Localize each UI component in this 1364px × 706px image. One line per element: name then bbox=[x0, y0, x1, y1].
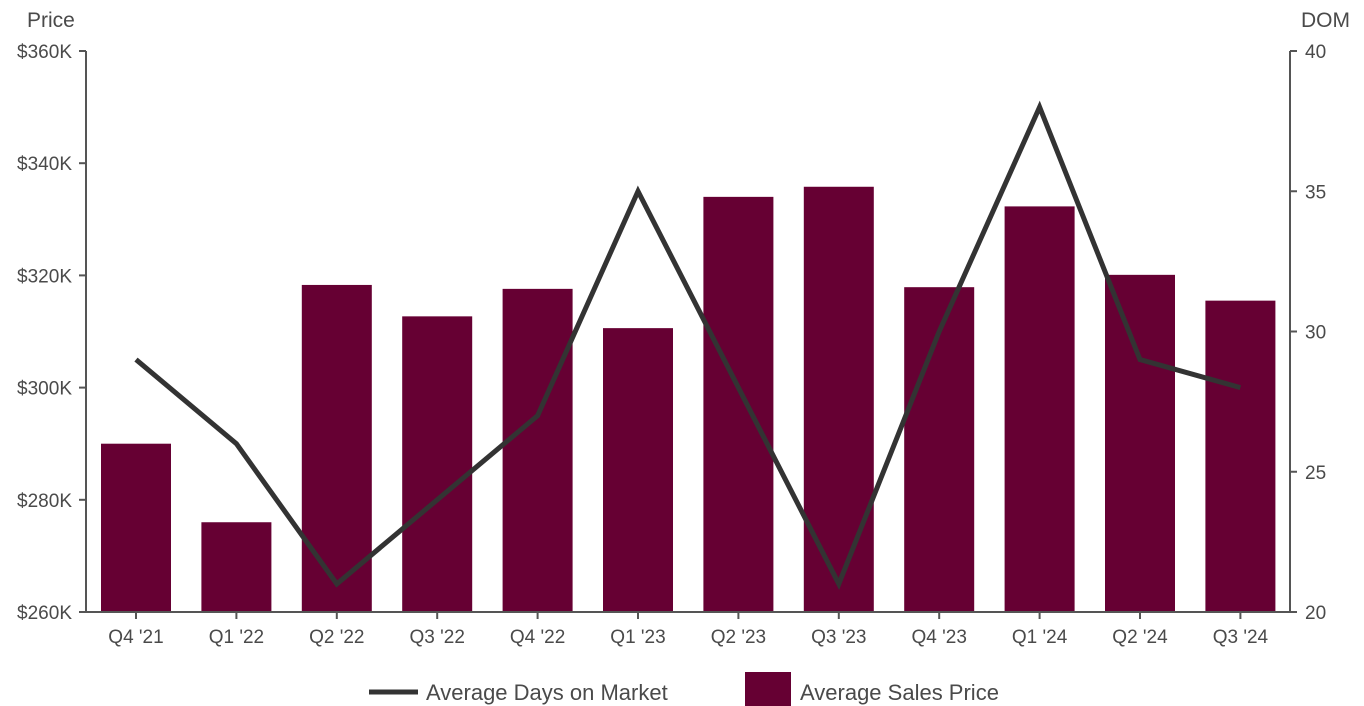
left-tick-label: $340K bbox=[17, 154, 72, 175]
left-tick-label: $320K bbox=[17, 266, 72, 287]
left-tick-label: $280K bbox=[17, 491, 72, 512]
x-tick-label: Q2 '24 bbox=[1112, 627, 1168, 648]
bar-10 bbox=[1004, 206, 1075, 612]
left-axis-title: Price bbox=[27, 9, 75, 32]
right-tick-label: 25 bbox=[1305, 463, 1326, 484]
right-tick-label: 40 bbox=[1305, 42, 1326, 63]
dom-line bbox=[134, 100, 1242, 590]
bar-11 bbox=[1105, 274, 1175, 612]
x-tick-label: Q3 '22 bbox=[410, 627, 465, 648]
bar-6 bbox=[603, 328, 673, 612]
bar-12 bbox=[1205, 300, 1276, 612]
axes-layer: $260K $280K $300K $320K $340K $360K 20 25 30 35 40… bbox=[17, 42, 1326, 648]
bar-4 bbox=[402, 316, 473, 612]
x-tick-label: Q1 '23 bbox=[610, 627, 665, 648]
bar-1 bbox=[101, 443, 171, 612]
x-tick-label: Q2 '22 bbox=[309, 627, 364, 648]
bar-2 bbox=[201, 522, 272, 612]
legend-bar-swatch bbox=[745, 672, 791, 706]
right-tick-label: 35 bbox=[1305, 182, 1326, 203]
x-tick-label: Q3 '23 bbox=[811, 627, 866, 648]
right-axis-title: DOM bbox=[1301, 9, 1350, 32]
x-tick-label: Q1 '24 bbox=[1012, 627, 1068, 648]
bar-5 bbox=[502, 288, 573, 612]
left-tick-label: $300K bbox=[17, 379, 72, 400]
bar-7 bbox=[703, 196, 774, 613]
x-tick-label: Q3 '24 bbox=[1213, 627, 1269, 648]
x-tick-label: Q2 '23 bbox=[711, 627, 766, 648]
x-tick-label: Q4 '22 bbox=[510, 627, 565, 648]
right-tick-label: 20 bbox=[1305, 603, 1326, 624]
x-tick-label: Q4 '23 bbox=[912, 627, 967, 648]
right-tick-label: 30 bbox=[1305, 323, 1326, 344]
x-tick-label: Q4 '21 bbox=[108, 627, 163, 648]
left-tick-label: $360K bbox=[17, 42, 72, 63]
x-tick-label: Q1 '22 bbox=[209, 627, 264, 648]
bar-3 bbox=[301, 284, 372, 612]
legend: Average Days on Market Average Sales Pri… bbox=[369, 672, 999, 706]
bar-9 bbox=[904, 287, 975, 612]
legend-bar-label: Average Sales Price bbox=[800, 680, 999, 705]
left-tick-label: $260K bbox=[17, 603, 72, 624]
bar-8 bbox=[803, 186, 874, 612]
legend-line-label: Average Days on Market bbox=[426, 680, 668, 705]
line-layer bbox=[134, 100, 1242, 590]
